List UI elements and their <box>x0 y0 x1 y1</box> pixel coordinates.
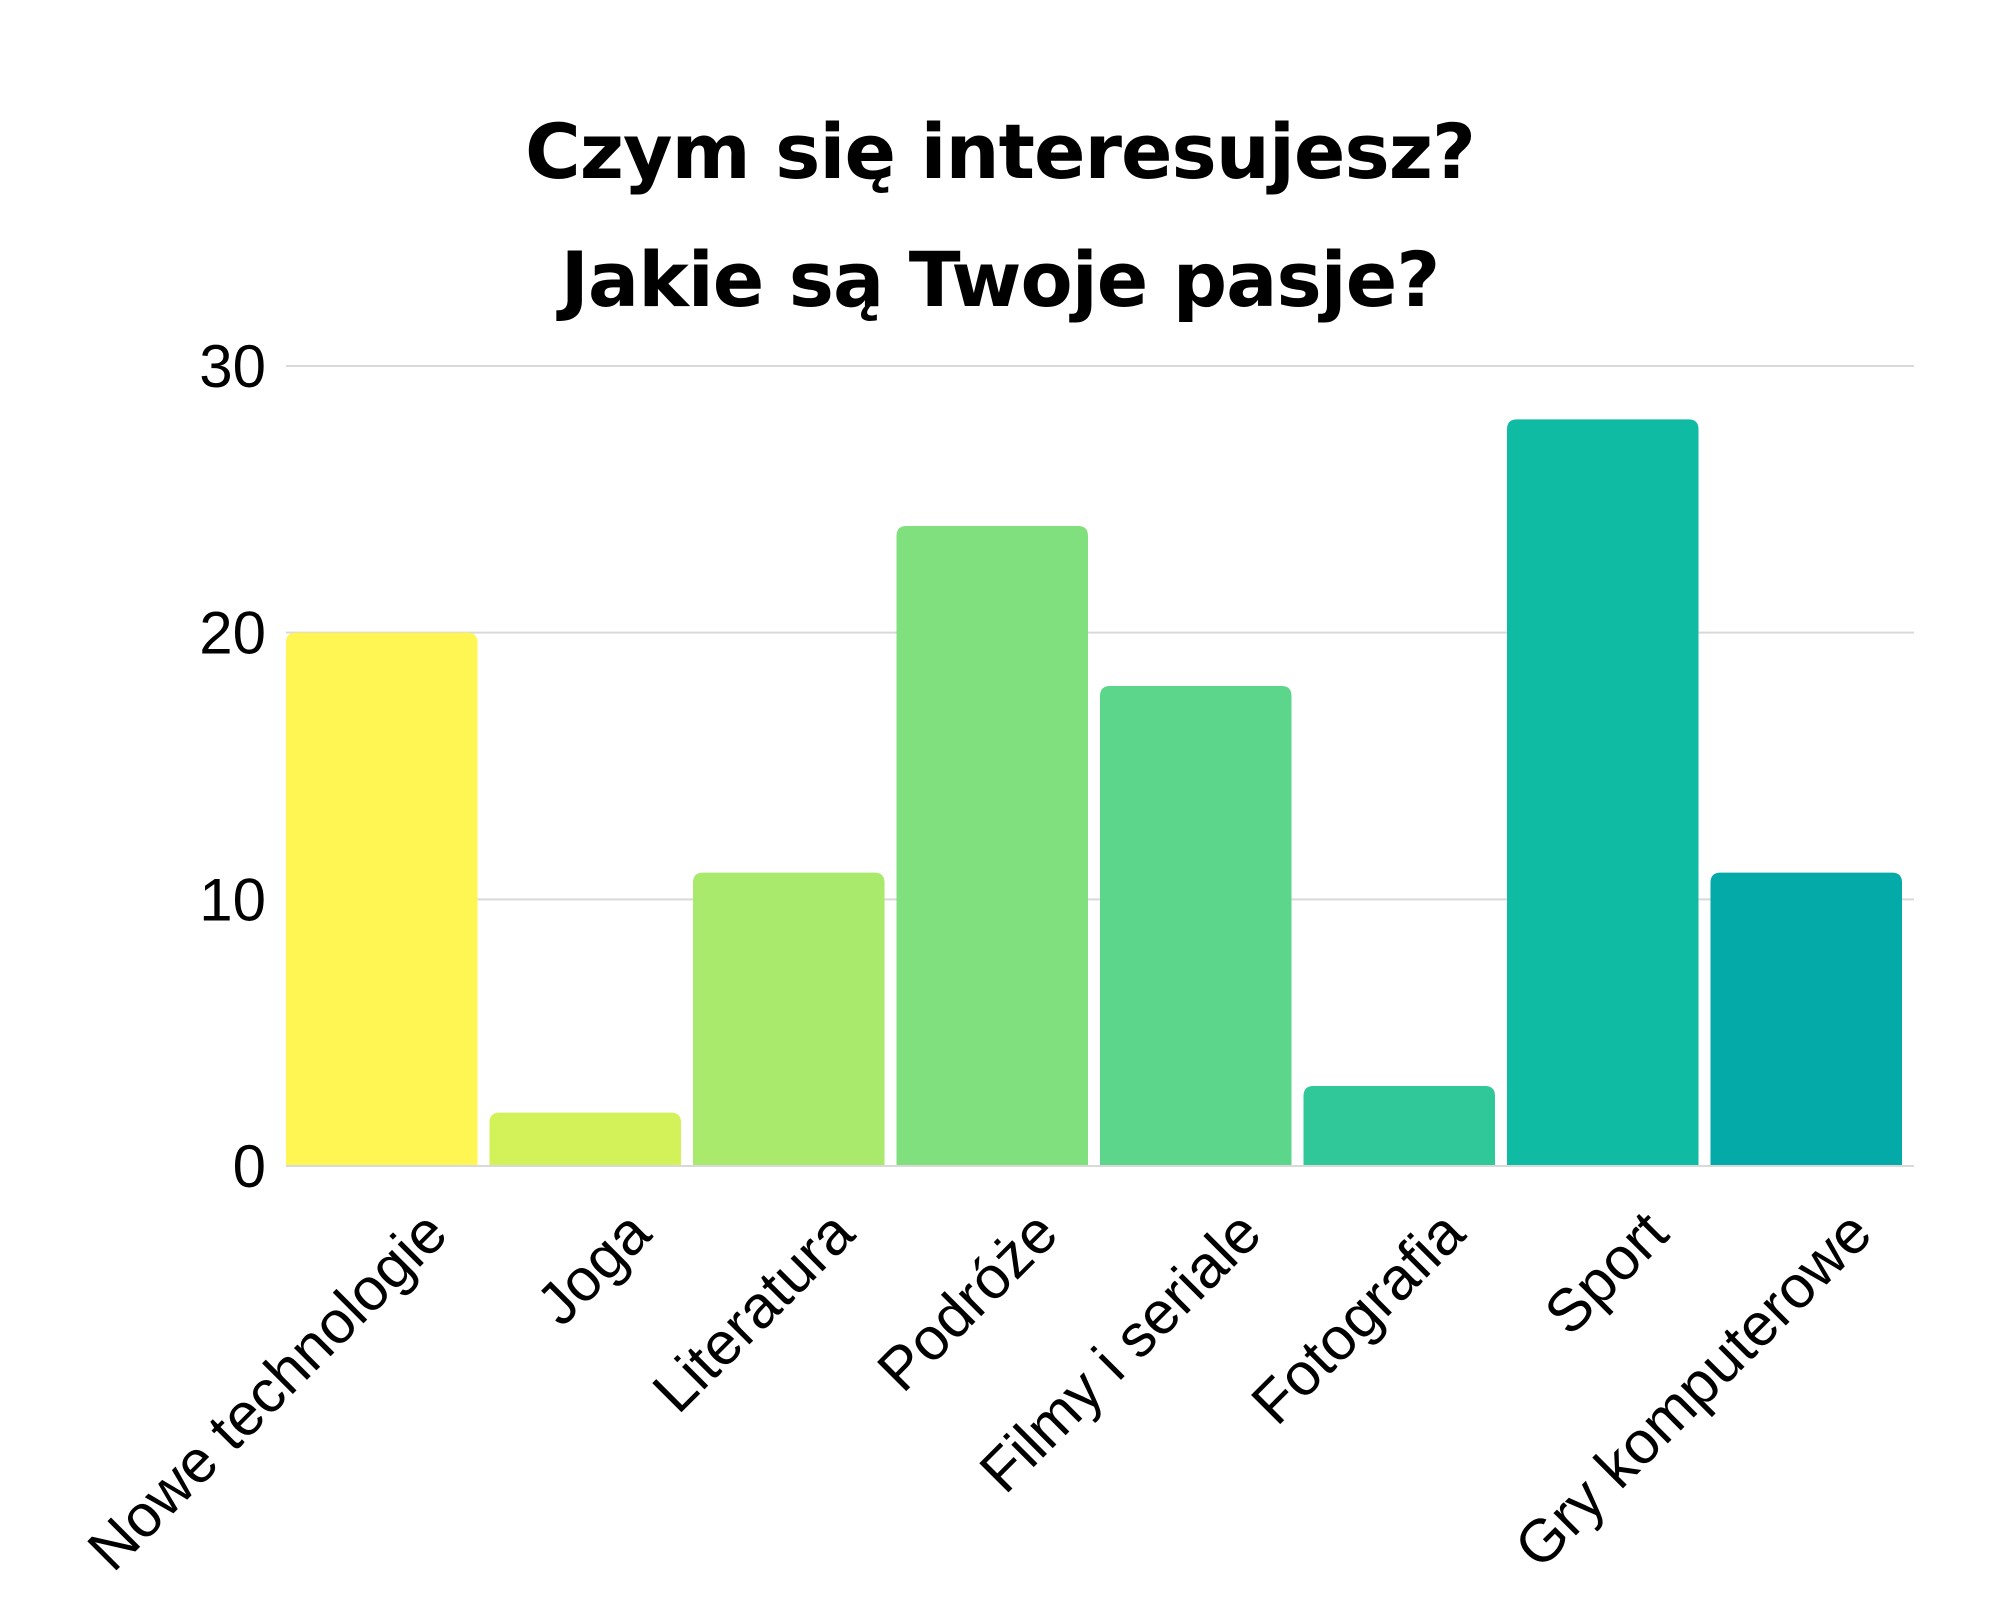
bar-fotografia <box>1303 1086 1495 1166</box>
x-tick-label: Sport <box>1532 1198 1681 1347</box>
bar-nowe-technologie <box>286 632 478 1166</box>
x-tick-label: Joga <box>524 1198 664 1338</box>
chart-title: Czym się interesujesz? <box>524 107 1476 196</box>
chart-title-block: Czym się interesujesz? Jakie są Twoje pa… <box>0 88 2000 344</box>
bar-filmy-i-seriale <box>1100 686 1292 1166</box>
bar-podróże <box>896 526 1088 1166</box>
x-tick-label: Gry komputerowe <box>1502 1198 1884 1580</box>
x-tick-label: Fotografia <box>1239 1198 1478 1437</box>
chart-subtitle: Jakie są Twoje pasje? <box>560 235 1441 324</box>
bar-sport <box>1507 419 1699 1166</box>
y-tick-label: 10 <box>199 866 266 933</box>
x-tick-label: Literatura <box>640 1198 867 1425</box>
y-tick-label: 30 <box>199 333 266 400</box>
bar-gry-komputerowe <box>1710 872 1902 1166</box>
x-tick-label: Podróże <box>865 1198 1070 1403</box>
x-tick-label: Nowe technologie <box>75 1198 460 1583</box>
y-tick-label: 0 <box>233 1133 266 1200</box>
bar-joga <box>489 1112 681 1166</box>
y-tick-label: 20 <box>199 600 266 667</box>
bar-literatura <box>693 872 885 1166</box>
